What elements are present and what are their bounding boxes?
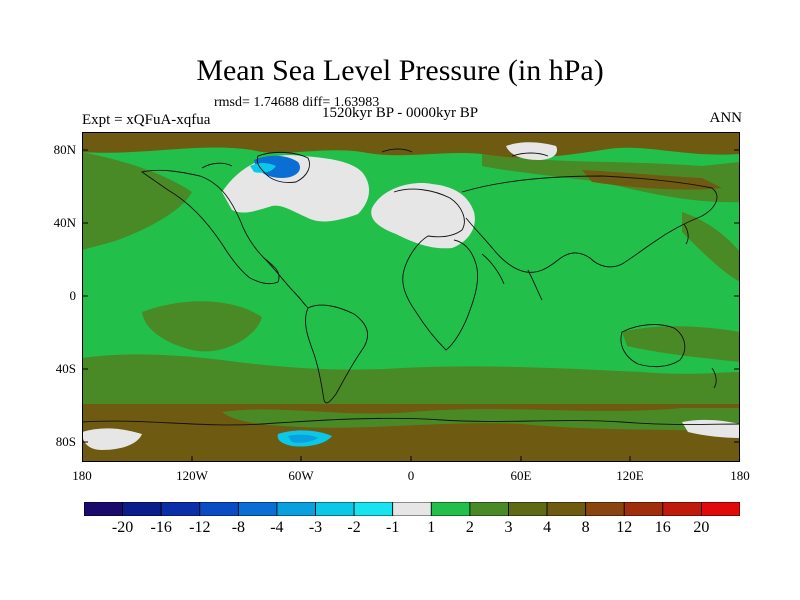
colorbar-label: 20 <box>693 519 710 536</box>
lon-label-180e: 180 <box>730 468 750 483</box>
colorbar-label: 4 <box>543 519 552 536</box>
coast-asia <box>461 175 718 273</box>
lon-label-0: 0 <box>407 468 415 483</box>
coast-central-america <box>263 257 309 309</box>
pacific-neutral-south <box>82 428 142 450</box>
colorbar-box <box>315 502 355 516</box>
coast-greenland <box>256 151 310 183</box>
colorbar-box <box>160 502 201 516</box>
colorbar-box <box>623 502 664 516</box>
colorbar-box <box>508 502 548 516</box>
greenland-negative <box>254 155 301 178</box>
colorbar-box <box>546 502 587 516</box>
colorbar-label: -3 <box>308 519 323 536</box>
lat-ticks <box>82 149 740 443</box>
lon-label-120w: 120W <box>176 468 208 483</box>
lat-label-80s: 80S <box>55 434 76 449</box>
coast-australia <box>620 324 686 368</box>
lat-label-40n: 40N <box>53 215 76 230</box>
coast-south-america <box>305 304 369 404</box>
colorbar-box <box>430 502 471 516</box>
colorbar-label: 8 <box>581 519 590 536</box>
coastlines <box>82 148 740 426</box>
coast-europe-africa <box>393 188 479 351</box>
arctic-neutral-east <box>506 142 558 160</box>
lat-label-80n: 80N <box>53 142 76 157</box>
colorbar-box <box>701 502 740 516</box>
lon-label-60e: 60E <box>510 468 532 483</box>
coast-new-zealand <box>711 367 717 389</box>
colorbar-box <box>662 502 702 516</box>
colorbar-box <box>199 502 239 516</box>
colorbar-box <box>392 502 432 516</box>
colorbar-box <box>122 502 162 516</box>
atlantic-europe-neutral <box>371 183 475 249</box>
colorbar-label: -12 <box>189 519 211 536</box>
world-map <box>82 132 740 462</box>
greenland-negative-light <box>250 163 276 173</box>
experiment-label: Expt = xQFuA-xqfua <box>82 112 211 128</box>
arctic-ridge <box>82 132 740 158</box>
coast-arabia-india <box>481 253 543 301</box>
colorbar-box <box>276 502 316 516</box>
coast-antarctica <box>82 417 740 426</box>
southern-ocean-olive <box>82 354 740 407</box>
colorbar-label: -16 <box>150 519 172 536</box>
colorbar-label: 1 <box>427 519 436 536</box>
east-pacific-olive <box>682 212 740 282</box>
lat-label-40s: 40S <box>55 361 76 376</box>
positive-anomaly-regions <box>82 132 740 462</box>
colorbar-label: 2 <box>465 519 474 536</box>
lat-label-0: 0 <box>69 288 77 303</box>
coast-japan <box>683 223 689 245</box>
antarctic-negative-core <box>288 434 318 443</box>
south-pacific-olive <box>142 301 262 352</box>
colorbar-label: 16 <box>654 519 671 536</box>
colorbar-box <box>469 502 509 516</box>
colorbar-label: -4 <box>270 519 284 536</box>
coast-north-america <box>140 169 280 285</box>
colorbar <box>84 502 740 516</box>
antarctic-olive <box>222 408 740 432</box>
lon-label-120e: 120E <box>616 468 644 483</box>
colorbar-label: 3 <box>504 519 513 536</box>
south-pacific-olive-2 <box>622 326 740 362</box>
season-label: ANN <box>709 110 743 126</box>
plot-title: Mean Sea Level Pressure (in hPa) <box>196 54 604 87</box>
colorbar-label: 12 <box>616 519 633 536</box>
lon-ticks <box>191 456 631 462</box>
rmsd-diff-stats: rmsd= 1.74688 diff= 1.63983 <box>214 95 380 110</box>
lon-label-180w: 180 <box>72 468 92 483</box>
colorbar-label: -1 <box>386 519 400 536</box>
colorbar-label: -20 <box>111 519 134 536</box>
coast-arctic-islands <box>201 148 549 169</box>
colorbar-box <box>353 502 394 516</box>
north-pacific-olive <box>82 152 192 250</box>
time-period: 1520kyr BP - 0000kyr BP <box>322 105 479 121</box>
lon-label-60w: 60W <box>288 468 314 483</box>
negative-anomaly-regions <box>250 155 332 447</box>
colorbar-box <box>585 502 625 516</box>
colorbar-box <box>237 502 278 516</box>
colorbar-label: -2 <box>347 519 361 536</box>
colorbar-box <box>84 502 123 516</box>
colorbar-label: -8 <box>231 519 246 536</box>
